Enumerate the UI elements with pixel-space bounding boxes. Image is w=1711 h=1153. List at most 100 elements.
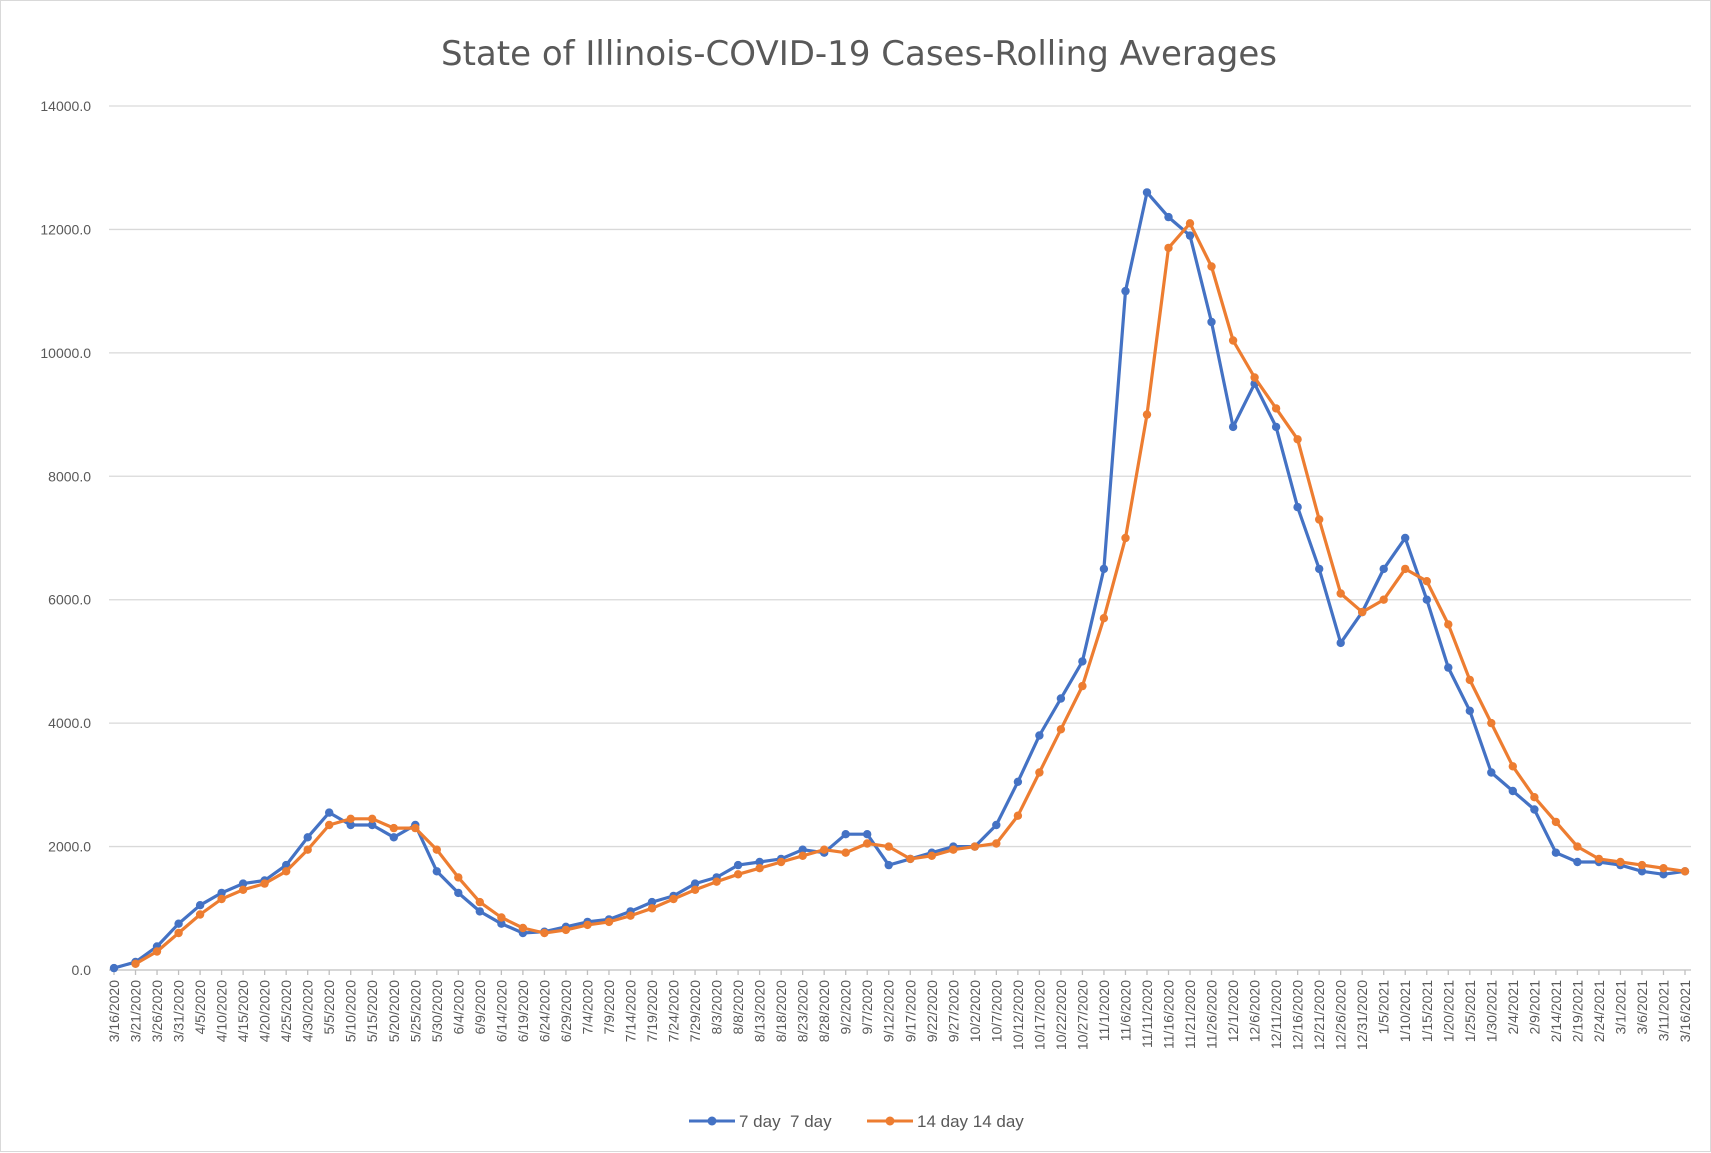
data-point: [432, 867, 441, 876]
data-point: [776, 857, 786, 867]
data-point: [1508, 786, 1518, 796]
x-tick-label: 10/27/2020: [1074, 980, 1090, 1050]
chart-title: State of Illinois-COVID-19 Cases-Rolling…: [441, 34, 1277, 74]
data-point: [949, 845, 958, 854]
data-point: [1379, 595, 1388, 604]
data-point: [798, 851, 807, 860]
data-point: [1530, 805, 1539, 814]
x-tick-label: 3/16/2020: [106, 980, 122, 1042]
x-tick-label: 2/4/2021: [1505, 980, 1521, 1035]
data-point: [1271, 404, 1281, 413]
data-point: [1271, 422, 1281, 432]
x-tick-label: 8/28/2020: [816, 980, 832, 1042]
data-point: [992, 820, 1001, 830]
data-point: [863, 839, 872, 848]
x-axis-tick-labels: 3/16/2020 3/21/2020 3/26/2020 3/31/2020 4/5/…: [106, 970, 1693, 1050]
data-point: [475, 897, 484, 907]
data-point: [1185, 231, 1195, 240]
x-tick-label: 3/26/2020: [149, 980, 165, 1042]
y-tick-label: 4000.0: [48, 715, 91, 731]
data-point: [1207, 317, 1216, 327]
x-tick-label: 6/4/2020: [450, 980, 466, 1035]
y-tick-label: 10000.0: [40, 345, 91, 361]
y-tick-label: 8000.0: [48, 468, 91, 484]
data-point: [841, 830, 850, 839]
data-point: [970, 842, 979, 851]
data-point: [238, 879, 248, 888]
data-point: [1099, 614, 1109, 623]
data-point: [1228, 422, 1238, 432]
x-tick-label: 10/12/2020: [1010, 980, 1026, 1050]
x-tick-label: 9/12/2020: [881, 980, 897, 1042]
data-point: [1164, 212, 1173, 222]
data-point: [626, 911, 635, 920]
data-point: [475, 907, 484, 916]
x-tick-label: 10/17/2020: [1031, 980, 1047, 1050]
data-point: [1185, 219, 1195, 228]
x-tick-label: 11/6/2020: [1117, 980, 1133, 1041]
data-point: [712, 877, 721, 886]
data-point: [1444, 663, 1453, 672]
data-point: [583, 920, 592, 930]
data-point: [1164, 243, 1173, 253]
x-tick-label: 5/20/2020: [386, 980, 402, 1042]
data-point: [863, 830, 872, 839]
data-point: [389, 833, 398, 842]
data-point: [992, 839, 1001, 848]
data-point: [325, 820, 334, 830]
data-point: [1573, 842, 1582, 851]
data-point: [1487, 768, 1496, 777]
data-point: [690, 885, 700, 894]
x-tick-label: 5/10/2020: [343, 980, 359, 1042]
data-point: [454, 873, 463, 882]
x-tick-label: 10/7/2020: [988, 980, 1004, 1042]
data-point: [1078, 657, 1087, 666]
x-tick-label: 12/16/2020: [1290, 980, 1306, 1050]
data-point: [174, 919, 183, 928]
data-point: [282, 867, 291, 876]
data-point: [432, 845, 441, 854]
series-line: [134, 221, 1686, 966]
x-tick-label: 1/20/2021: [1440, 980, 1456, 1042]
data-point: [1401, 533, 1410, 543]
x-tick-label: 2/19/2021: [1569, 980, 1585, 1042]
data-point: [604, 917, 614, 927]
data-point: [1422, 577, 1432, 586]
data-point: [1250, 373, 1259, 382]
data-point: [647, 904, 657, 913]
x-tick-label: 5/30/2020: [429, 980, 445, 1042]
data-point: [1056, 725, 1066, 734]
x-tick-label: 8/8/2020: [730, 980, 746, 1035]
y-tick-label: 14000.0: [40, 98, 91, 114]
x-tick-label: 11/1/2020: [1096, 980, 1112, 1041]
x-tick-label: 4/5/2020: [192, 980, 208, 1035]
x-tick-label: 7/19/2020: [644, 980, 660, 1042]
legend-entry-14day: 14 day 14 day: [867, 1112, 1024, 1131]
data-point: [884, 860, 893, 870]
data-point: [1530, 793, 1539, 802]
x-tick-label: 6/14/2020: [493, 980, 509, 1042]
data-point: [346, 820, 355, 830]
x-tick-label: 4/25/2020: [278, 980, 294, 1042]
x-tick-label: 1/25/2021: [1462, 980, 1478, 1042]
x-tick-label: 4/20/2020: [257, 980, 273, 1042]
data-point: [217, 888, 226, 898]
data-point: [1228, 336, 1238, 345]
x-tick-label: 6/19/2020: [515, 980, 531, 1042]
data-point: [1013, 777, 1023, 786]
x-tick-label: 9/27/2020: [945, 980, 961, 1042]
data-point: [174, 928, 183, 938]
data-point: [1594, 854, 1604, 864]
x-tick-label: 3/11/2021: [1655, 980, 1671, 1041]
data-point: [540, 928, 549, 938]
series-lines: [109, 188, 1690, 973]
data-point: [368, 820, 377, 830]
x-tick-label: 5/25/2020: [407, 980, 423, 1042]
x-tick-label: 1/15/2021: [1419, 980, 1435, 1042]
x-tick-label: 9/7/2020: [859, 980, 875, 1035]
x-tick-label: 8/13/2020: [752, 980, 768, 1042]
x-tick-label: 11/21/2020: [1182, 980, 1198, 1049]
data-point: [1573, 857, 1582, 867]
series-14day: [131, 219, 1690, 968]
data-point: [733, 860, 743, 870]
